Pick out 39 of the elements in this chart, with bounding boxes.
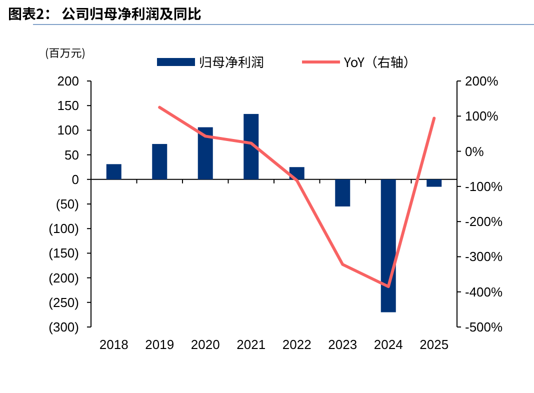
y2-tick-label: -200% <box>465 214 504 230</box>
y-axis-title: (百万元) <box>45 45 86 61</box>
y2-tick-label: -300% <box>465 249 504 264</box>
x-tick-label: 2019 <box>145 337 174 352</box>
y2-tick-label: 0% <box>465 144 484 159</box>
x-tick-label: 2025 <box>420 337 449 352</box>
line-series <box>158 106 436 288</box>
y2-tick-label: -100% <box>465 178 504 194</box>
x-tick-label: 2020 <box>190 337 220 352</box>
y-tick-label: (100) <box>48 221 79 236</box>
bar <box>244 114 259 180</box>
y2-tick-label: -500% <box>465 320 504 334</box>
x-tick-label: 2018 <box>99 337 128 352</box>
y-tick-label: 0 <box>72 172 79 187</box>
y-tick-label: 200 <box>57 74 79 88</box>
x-tick-label: 2024 <box>374 337 403 352</box>
y-tick-label: (200) <box>48 270 79 286</box>
y-tick-label: (150) <box>48 246 79 261</box>
y-tick-label: 150 <box>57 98 79 114</box>
y-tick-label: (250) <box>48 294 79 310</box>
bar <box>380 179 396 312</box>
bar <box>335 179 350 206</box>
x-tick-label: 2023 <box>328 337 358 352</box>
x-tick-label: 2022 <box>282 337 312 352</box>
y2-tick-label: -400% <box>465 284 504 300</box>
chart-title: 图表2： 公司归母净利润及同比 <box>8 4 202 24</box>
bar <box>152 144 168 180</box>
y-tick-label: 50 <box>64 147 79 162</box>
bar <box>426 179 442 187</box>
y-tick-label: (50) <box>56 196 79 212</box>
y-tick-label: 100 <box>57 122 79 138</box>
legend-label: YoY（右轴） <box>343 52 416 71</box>
y2-tick-label: 100% <box>465 108 499 124</box>
y-tick-label: (300) <box>48 320 79 334</box>
bar <box>198 127 213 180</box>
y2-tick-label: 200% <box>465 74 499 88</box>
legend-label: 归母净利润 <box>199 52 264 71</box>
bar <box>106 164 122 180</box>
x-tick-label: 2021 <box>236 337 266 352</box>
